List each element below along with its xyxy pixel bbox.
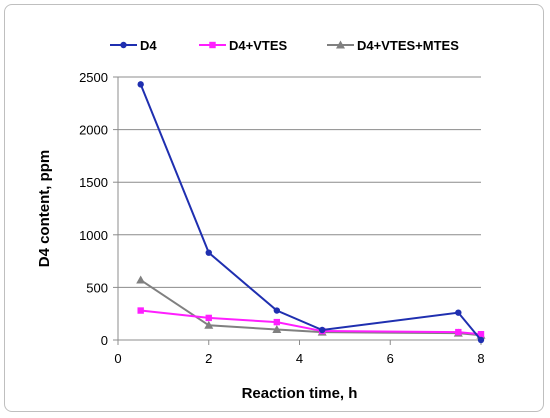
y-tick-labels: 0 500 1000 1500 2000 2500: [79, 70, 108, 348]
y-tick-label-2500: 2500: [79, 70, 108, 85]
x-tick-label-0: 0: [114, 351, 121, 366]
point-d4-vtes-1: [205, 314, 212, 322]
legend-marker-d4-vtes: [209, 41, 216, 49]
x-tick-label-6: 6: [387, 351, 394, 366]
legend-label-d4-vtes-mtes: D4+VTES+MTES: [357, 38, 459, 53]
point-d4-4: [455, 309, 462, 316]
point-d4-5: [477, 336, 485, 344]
legend-marker-d4: [120, 41, 127, 49]
legend-marker-d4-vtes-mtes: [336, 40, 345, 49]
point-d4-vtes-2: [273, 318, 281, 326]
series-lines: [136, 81, 486, 344]
legend-label-d4: D4: [140, 38, 157, 53]
legend: D4 D4+VTES D4+VTES+MTES: [110, 38, 459, 53]
point-d4-vtes-5: [477, 331, 485, 338]
series-line-d4-vtes-mtes: [140, 279, 482, 337]
x-tick-label-4: 4: [296, 351, 303, 366]
x-tick-label-8: 8: [477, 351, 484, 366]
point-d4-vtes-0: [137, 307, 144, 314]
point-d4-0: [137, 81, 144, 88]
series-line-d4-vtes: [140, 309, 482, 336]
y-tick-label-1000: 1000: [79, 228, 108, 243]
y-tick-label-2000: 2000: [79, 123, 108, 138]
chart-frame: [4, 4, 544, 412]
legend-label-d4-vtes: D4+VTES: [229, 38, 287, 53]
y-axis-title: D4 content, ppm: [36, 150, 53, 268]
point-d4-vtes-4: [455, 328, 462, 336]
series-line-d4: [139, 83, 482, 341]
point-d4-vtes-mtes-2: [272, 324, 282, 333]
y-tick-label-500: 500: [86, 280, 108, 295]
gridlines: [118, 76, 481, 288]
x-tick-labels: 0 2 4 6 8: [114, 351, 484, 366]
y-tick-label-1500: 1500: [79, 175, 108, 190]
point-d4-vtes-mtes-0: [136, 275, 146, 284]
point-d4-2: [273, 307, 281, 314]
axes: [113, 76, 482, 345]
point-d4-3: [318, 326, 326, 334]
point-d4-1: [205, 249, 212, 256]
y-tick-label-0: 0: [101, 333, 108, 348]
x-tick-label-2: 2: [205, 351, 212, 366]
x-axis-title: Reaction time, h: [242, 385, 358, 402]
point-d4-vtes-mtes-1: [204, 320, 214, 329]
